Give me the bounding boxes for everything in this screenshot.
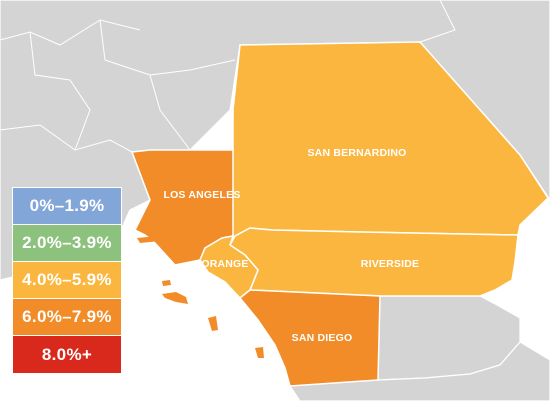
- legend-item-2-3.9: 2.0%–3.9%: [13, 225, 121, 262]
- gray-region-south: [288, 341, 550, 401]
- legend-label: 2.0%–3.9%: [22, 233, 112, 252]
- county-orange[interactable]: [199, 235, 259, 300]
- island: [162, 292, 188, 304]
- legend-label: 0%–1.9%: [29, 196, 105, 215]
- legend-item-6-7.9: 6.0%–7.9%: [13, 299, 121, 336]
- label-san-diego: SAN DIEGO: [292, 332, 353, 344]
- label-los-angeles: LOS ANGELES: [163, 189, 240, 201]
- legend: 0%–1.9% 2.0%–3.9% 4.0%–5.9% 6.0%–7.9% 8.…: [12, 187, 122, 374]
- legend-item-0-1.9: 0%–1.9%: [13, 188, 121, 225]
- island: [255, 347, 264, 358]
- legend-label: 6.0%–7.9%: [22, 307, 112, 326]
- legend-label: 4.0%–5.9%: [22, 270, 112, 289]
- label-orange: ORANGE: [201, 258, 248, 270]
- island: [137, 236, 160, 243]
- legend-item-4-5.9: 4.0%–5.9%: [13, 262, 121, 299]
- legend-label: 8.0%+: [41, 344, 93, 364]
- county-san-diego[interactable]: [238, 289, 381, 387]
- island: [162, 280, 171, 286]
- county-labels: LOS ANGELES SAN BERNARDINO RIVERSIDE ORA…: [163, 147, 419, 344]
- legend-item-8-plus: 8.0%+: [13, 336, 121, 373]
- label-san-bernardino: SAN BERNARDINO: [307, 147, 406, 159]
- island: [208, 316, 218, 331]
- counties: [130, 41, 549, 387]
- label-riverside: RIVERSIDE: [361, 258, 419, 270]
- channel-islands: [137, 236, 264, 358]
